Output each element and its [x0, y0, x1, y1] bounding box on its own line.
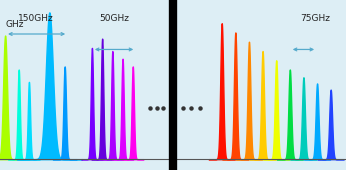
Text: GHz: GHz [5, 20, 24, 29]
Text: 150GHz: 150GHz [18, 14, 54, 23]
Text: 75GHz: 75GHz [300, 14, 330, 23]
Text: 50GHz: 50GHz [99, 14, 129, 23]
